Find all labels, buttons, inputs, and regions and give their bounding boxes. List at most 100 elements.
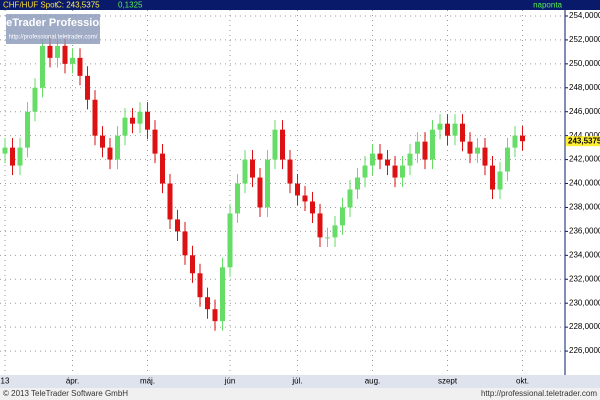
watermark-box <box>6 14 100 44</box>
change: 0,1325 <box>118 1 143 10</box>
candle-body <box>265 159 270 208</box>
last-price-marker <box>566 136 600 147</box>
candle-body <box>250 159 255 178</box>
candle-body <box>145 111 150 130</box>
candle-body <box>130 117 135 124</box>
candle-body <box>280 129 285 160</box>
candle-body <box>512 135 518 148</box>
candle-body <box>422 141 428 160</box>
candle-body <box>227 213 233 268</box>
candle-body <box>317 213 323 238</box>
candle-body <box>100 135 105 148</box>
candle-body <box>445 123 450 136</box>
frequency: naponta <box>533 1 562 10</box>
candle-body <box>302 195 308 202</box>
x-tick-label: máj. <box>140 377 155 386</box>
candle-body <box>467 141 473 154</box>
y-tick-label: 248,0000 <box>569 83 600 92</box>
candle-body <box>355 177 360 190</box>
footer-bar <box>0 388 600 400</box>
candle-body <box>242 159 248 184</box>
candle-body <box>175 219 180 232</box>
candle-body <box>287 159 293 184</box>
candle-body <box>47 45 53 58</box>
y-tick-label: 232,0000 <box>569 274 600 283</box>
candle-body <box>482 147 488 166</box>
x-tick-label: 13 <box>1 377 10 386</box>
candle-body <box>415 141 420 154</box>
candle-body <box>377 153 383 160</box>
candle-body <box>497 171 503 190</box>
candle-body <box>85 75 90 100</box>
candle-body <box>220 267 225 322</box>
candle-body <box>370 153 375 166</box>
candle-body <box>62 45 68 64</box>
candle-body <box>475 147 480 154</box>
candle-body <box>212 309 218 322</box>
y-tick-label: 244,0000 <box>569 131 600 140</box>
candle-body <box>452 123 458 136</box>
candle-body <box>310 201 315 214</box>
candle-body <box>490 165 495 190</box>
candle-body <box>340 207 345 226</box>
candle-body <box>182 231 188 256</box>
y-tick-label: 242,0000 <box>569 155 600 164</box>
candle-body <box>10 147 15 166</box>
candle-body <box>347 189 353 208</box>
candle-body <box>325 237 330 239</box>
candle-body <box>92 99 98 136</box>
candle-body <box>77 57 83 76</box>
candle-body <box>385 159 390 166</box>
candle-body <box>272 129 278 160</box>
candle-body <box>40 45 45 88</box>
candle-body <box>190 255 195 274</box>
header-bar <box>0 0 600 10</box>
y-tick-label: 246,0000 <box>569 107 600 116</box>
candle-body <box>55 45 60 58</box>
candle-body <box>137 111 143 124</box>
copyright: © 2013 TeleTrader Software GmbH <box>3 389 128 398</box>
y-tick-label: 236,0000 <box>569 227 600 236</box>
candle-body <box>505 147 510 172</box>
candle-body <box>160 153 165 184</box>
candle-body <box>152 129 158 154</box>
y-tick-label: 250,0000 <box>569 59 600 68</box>
x-axis-band <box>0 375 600 388</box>
close-label: C: 243,5375 <box>56 1 100 10</box>
candle-body <box>430 129 435 160</box>
candle-body <box>437 123 443 130</box>
x-tick-label: okt. <box>516 377 529 386</box>
candle-body <box>362 165 368 178</box>
watermark-url: http://professional.teletrader.com/ <box>9 35 98 41</box>
candle-body <box>400 165 405 178</box>
x-tick-label: ápr. <box>66 377 79 386</box>
candle-body <box>197 273 203 298</box>
candle-body <box>235 183 240 214</box>
y-tick-label: 252,0000 <box>569 35 600 44</box>
plot: 226,0000 228,0000 230,0000 232,0000 234,0000… <box>0 10 600 386</box>
symbol: CHF/HUF Spot <box>3 1 58 10</box>
candle-body <box>25 111 30 148</box>
candle-body <box>167 183 173 220</box>
candle-body <box>2 147 8 154</box>
candle-body <box>392 165 398 178</box>
candle-body <box>122 117 128 136</box>
candle-body <box>257 177 263 208</box>
x-tick-label: jún <box>224 377 236 386</box>
x-tick-label: szept <box>438 377 458 386</box>
y-tick-label: 234,0000 <box>569 250 600 259</box>
candle-body <box>115 135 120 160</box>
x-tick-label: júl. <box>291 377 302 386</box>
candle-body <box>332 225 338 238</box>
candle-body <box>460 123 465 142</box>
x-tick-label: aug. <box>365 377 381 386</box>
last-price-label: 243,5375 <box>568 136 600 145</box>
candle-body <box>17 147 23 166</box>
y-tick-label: 254,0000 <box>569 11 600 20</box>
watermark-title: TeleTrader Professional <box>0 17 115 29</box>
candle-body <box>520 135 525 142</box>
candle-body <box>205 297 210 310</box>
candle-body <box>70 57 75 64</box>
